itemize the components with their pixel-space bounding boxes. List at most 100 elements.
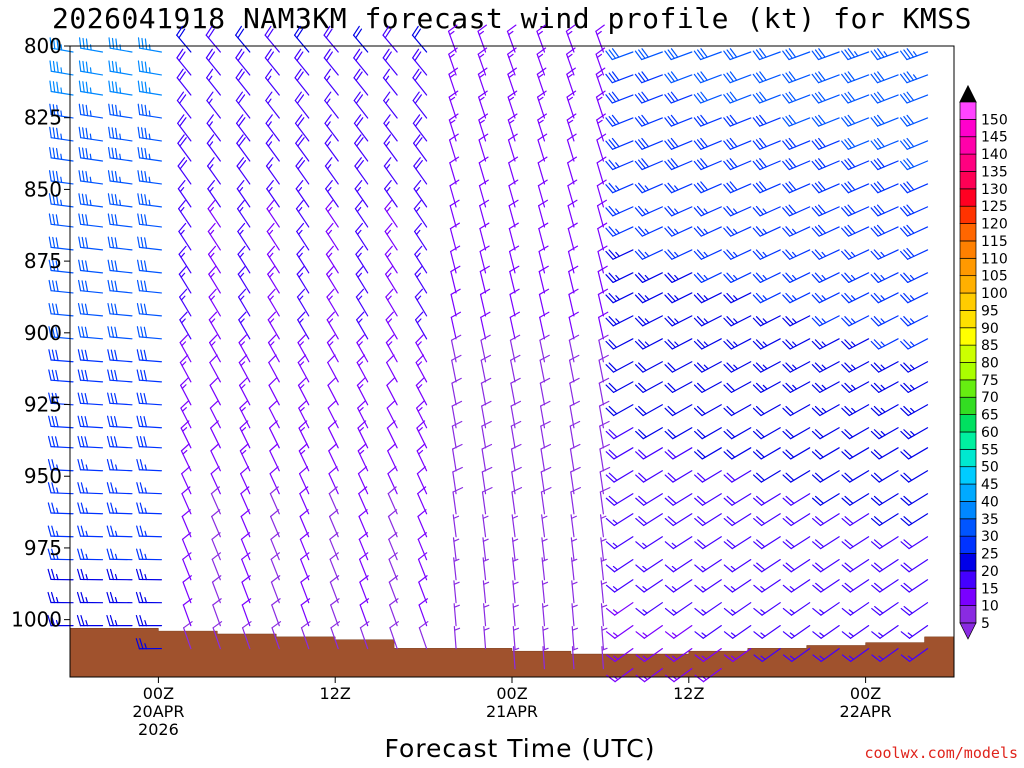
- barb-feather-full: [179, 334, 188, 344]
- barb-feather-half: [567, 53, 573, 59]
- wind-barb: [359, 598, 370, 627]
- barb-feather-full: [664, 317, 673, 327]
- barb-feather-half: [180, 272, 186, 278]
- barb-feather-full: [80, 482, 85, 494]
- wind-barb: [870, 493, 899, 506]
- barb-feather-half: [541, 538, 548, 542]
- barb-feather-full: [208, 311, 218, 321]
- barb-feather-full: [903, 272, 912, 282]
- wind-barb: [782, 114, 811, 127]
- barb-feather-full: [114, 127, 118, 140]
- barb-feather-half: [208, 121, 213, 127]
- wind-barb: [664, 361, 693, 373]
- barb-feather-full: [270, 509, 280, 518]
- barb-feather-full: [726, 49, 734, 59]
- barb-feather-full: [903, 226, 912, 236]
- barb-feather-half: [115, 464, 118, 471]
- barb-feather-full: [136, 482, 141, 494]
- barb-feather-full: [608, 272, 617, 282]
- barb-feather-full: [844, 226, 853, 236]
- wind-barb: [323, 25, 339, 53]
- barb-feather-full: [326, 265, 335, 275]
- barb-staff: [481, 448, 487, 472]
- barb-feather-full: [510, 377, 521, 384]
- wind-barb: [206, 91, 221, 119]
- barb-feather-full: [182, 575, 192, 583]
- wind-barb: [811, 470, 840, 483]
- barb-staff: [450, 293, 457, 317]
- barb-staff: [299, 538, 310, 561]
- barb-feather-full: [903, 605, 913, 614]
- barb-feather-full: [667, 382, 677, 392]
- barb-feather-full: [598, 354, 609, 361]
- barb-feather-half: [541, 558, 548, 562]
- wind-barb: [811, 137, 840, 150]
- barb-feather-half: [239, 272, 245, 278]
- colorbar-swatch: [959, 119, 977, 138]
- barb-feather-full: [606, 674, 616, 683]
- barb-feather-full: [756, 472, 765, 481]
- wind-barb: [413, 200, 428, 228]
- barb-feather-half: [909, 341, 915, 347]
- wind-barb: [694, 536, 722, 550]
- barb-feather-full: [240, 466, 250, 475]
- barb-staff: [452, 491, 457, 515]
- wind-barb: [599, 466, 611, 495]
- barb-feather-full: [51, 326, 56, 338]
- barb-feather-full: [416, 466, 426, 475]
- barb-feather-half: [821, 364, 827, 370]
- barb-feather-full: [510, 443, 522, 450]
- barb-feather-full: [387, 443, 397, 452]
- barb-feather-full: [729, 48, 738, 58]
- barb-feather-full: [141, 60, 144, 73]
- barb-feather-full: [694, 607, 704, 616]
- barb-feather-full: [267, 311, 277, 321]
- wind-barb: [664, 602, 693, 616]
- barb-feather-full: [752, 94, 761, 104]
- barb-feather-half: [386, 252, 392, 258]
- barb-feather-half: [60, 67, 63, 74]
- barb-feather-full: [296, 94, 305, 104]
- barb-feather-half: [327, 206, 332, 213]
- barb-feather-full: [873, 49, 882, 59]
- credit-link[interactable]: coolwx.com/models: [864, 744, 1018, 762]
- barb-feather-full: [873, 539, 884, 548]
- barb-feather-full: [782, 654, 793, 662]
- colorbar-label: 25: [981, 547, 999, 563]
- barb-feather-full: [477, 24, 487, 32]
- barb-feather-full: [77, 326, 82, 338]
- barb-feather-full: [782, 73, 790, 84]
- barb-feather-half: [674, 274, 679, 280]
- wind-barb: [135, 591, 162, 604]
- barb-feather-full: [635, 474, 645, 483]
- barb-staff: [359, 581, 369, 604]
- barb-feather-full: [566, 90, 577, 98]
- barb-feather-full: [507, 113, 518, 121]
- barb-feather-half: [479, 96, 485, 102]
- barb-feather-full: [903, 449, 913, 458]
- barb-feather-full: [694, 564, 704, 573]
- barb-feather-half: [144, 530, 148, 537]
- barb-feather-full: [538, 222, 549, 230]
- wind-barb: [449, 156, 460, 185]
- barb-staff: [448, 139, 457, 162]
- colorbar-swatch: [959, 466, 977, 485]
- barb-feather-full: [811, 50, 820, 61]
- wind-barb: [870, 272, 899, 284]
- barb-feather-full: [536, 47, 547, 55]
- barb-feather-half: [357, 272, 363, 278]
- barb-feather-full: [206, 114, 214, 124]
- barb-feather-half: [615, 185, 620, 191]
- barb-feather-half: [909, 318, 915, 324]
- barb-feather-half: [644, 318, 650, 324]
- colorbar-swatch: [959, 448, 977, 468]
- wind-barb: [570, 557, 578, 581]
- wind-barb: [47, 615, 74, 627]
- barb-feather-full: [140, 260, 144, 272]
- wind-barb: [811, 315, 840, 327]
- barb-feather-full: [386, 354, 395, 364]
- barb-feather-full: [815, 562, 825, 571]
- barb-feather-full: [756, 562, 766, 571]
- barb-feather-full: [139, 638, 144, 650]
- wind-barb: [78, 103, 104, 119]
